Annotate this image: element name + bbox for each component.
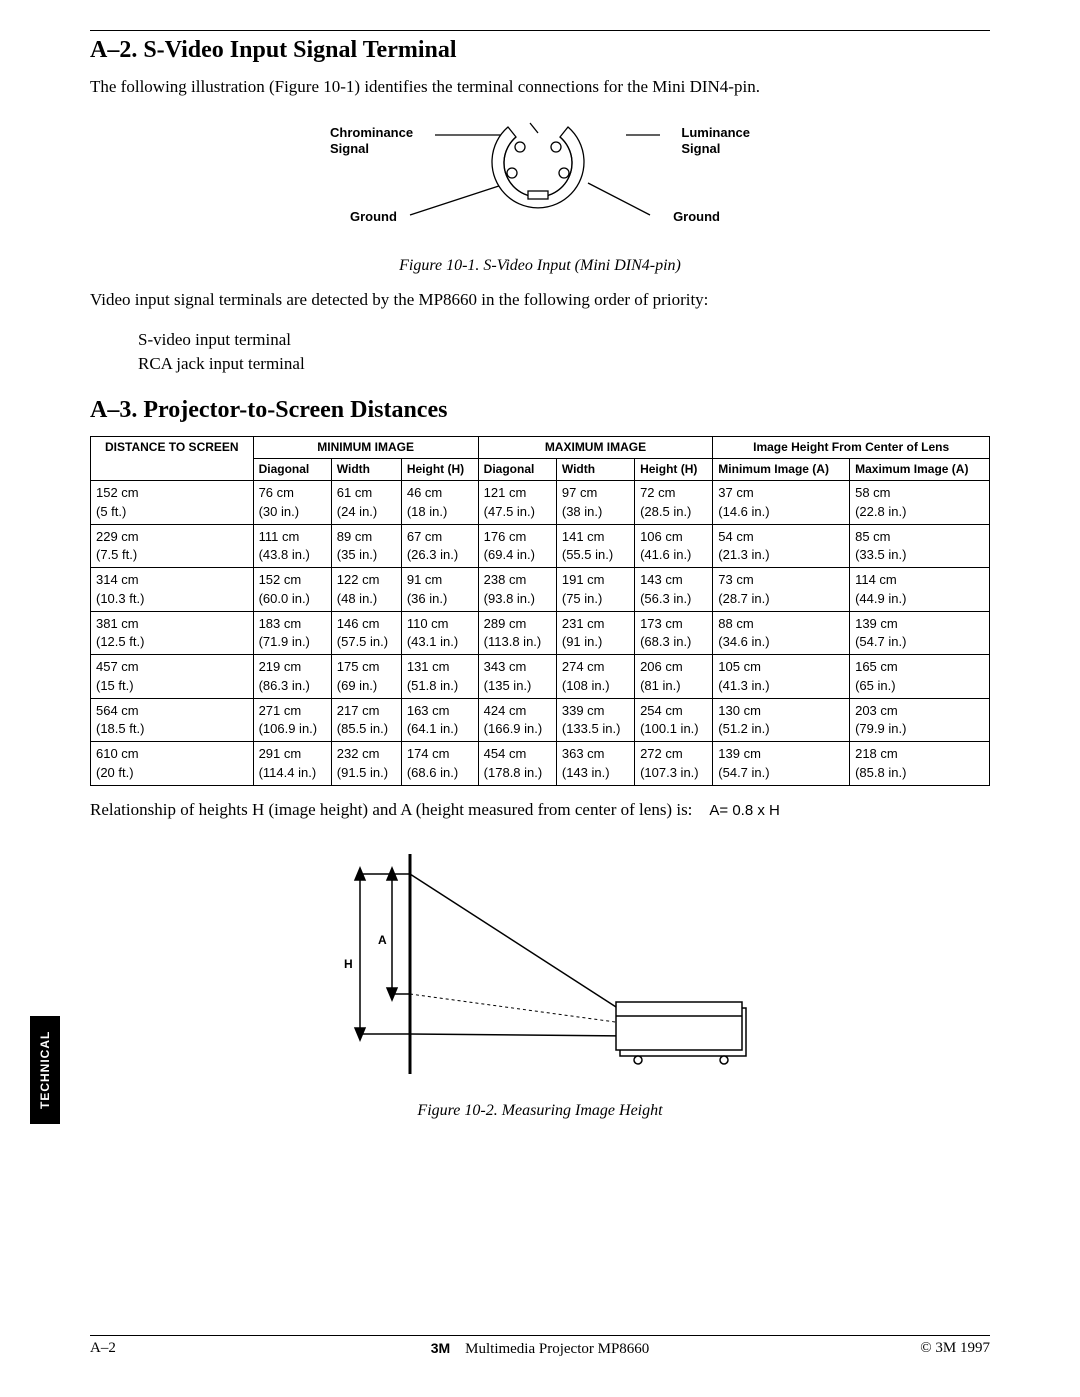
th-max-image: MAXIMUM IMAGE <box>478 437 713 459</box>
cell-value: 139 cm(54.7 in.) <box>850 611 990 655</box>
a2-intro: The following illustration (Figure 10-1)… <box>90 76 990 99</box>
cell-distance: 229 cm(7.5 ft.) <box>91 524 254 568</box>
th-distance: DISTANCE TO SCREEN <box>91 437 254 481</box>
cell-value: 291 cm(114.4 in.) <box>253 742 331 786</box>
cell-value: 46 cm(18 in.) <box>401 481 478 525</box>
cell-value: 218 cm(85.8 in.) <box>850 742 990 786</box>
cell-value: 272 cm(107.3 in.) <box>635 742 713 786</box>
cell-value: 238 cm(93.8 in.) <box>478 568 556 612</box>
figure-10-2-caption: Figure 10-2. Measuring Image Height <box>90 1102 990 1120</box>
priority-intro: Video input signal terminals are detecte… <box>90 289 990 312</box>
cell-value: 231 cm(91 in.) <box>556 611 634 655</box>
cell-value: 110 cm(43.1 in.) <box>401 611 478 655</box>
cell-value: 37 cm(14.6 in.) <box>713 481 850 525</box>
th-sub: Minimum Image (A) <box>713 459 850 481</box>
cell-value: 176 cm(69.4 in.) <box>478 524 556 568</box>
cell-value: 339 cm(133.5 in.) <box>556 698 634 742</box>
cell-value: 274 cm(108 in.) <box>556 655 634 699</box>
cell-value: 130 cm(51.2 in.) <box>713 698 850 742</box>
cell-value: 175 cm(69 in.) <box>331 655 401 699</box>
th-sub: Diagonal <box>478 459 556 481</box>
th-height-from-center: Image Height From Center of Lens <box>713 437 990 459</box>
cell-value: 139 cm(54.7 in.) <box>713 742 850 786</box>
cell-distance: 152 cm(5 ft.) <box>91 481 254 525</box>
cell-value: 232 cm(91.5 in.) <box>331 742 401 786</box>
cell-distance: 381 cm(12.5 ft.) <box>91 611 254 655</box>
cell-value: 206 cm(81 in.) <box>635 655 713 699</box>
cell-value: 173 cm(68.3 in.) <box>635 611 713 655</box>
cell-value: 111 cm(43.8 in.) <box>253 524 331 568</box>
label-A: A <box>378 933 387 947</box>
cell-distance: 314 cm(10.3 ft.) <box>91 568 254 612</box>
cell-value: 219 cm(86.3 in.) <box>253 655 331 699</box>
cell-value: 271 cm(106.9 in.) <box>253 698 331 742</box>
relationship-text: Relationship of heights H (image height)… <box>90 800 692 819</box>
cell-value: 106 cm(41.6 in.) <box>635 524 713 568</box>
th-sub: Height (H) <box>401 459 478 481</box>
cell-value: 97 cm(38 in.) <box>556 481 634 525</box>
cell-value: 146 cm(57.5 in.) <box>331 611 401 655</box>
cell-value: 89 cm(35 in.) <box>331 524 401 568</box>
cell-value: 105 cm(41.3 in.) <box>713 655 850 699</box>
cell-value: 67 cm(26.3 in.) <box>401 524 478 568</box>
cell-distance: 610 cm(20 ft.) <box>91 742 254 786</box>
cell-value: 61 cm(24 in.) <box>331 481 401 525</box>
cell-value: 165 cm(65 in.) <box>850 655 990 699</box>
cell-value: 363 cm(143 in.) <box>556 742 634 786</box>
page-footer: A–2 3M Multimedia Projector MP8660 © 3M … <box>90 1335 990 1357</box>
cell-value: 289 cm(113.8 in.) <box>478 611 556 655</box>
cell-value: 152 cm(60.0 in.) <box>253 568 331 612</box>
fig2-svg: A H <box>300 844 780 1094</box>
cell-value: 203 cm(79.9 in.) <box>850 698 990 742</box>
cell-value: 85 cm(33.5 in.) <box>850 524 990 568</box>
side-tab-technical: TECHNICAL <box>30 1016 60 1124</box>
cell-value: 76 cm(30 in.) <box>253 481 331 525</box>
cell-value: 73 cm(28.7 in.) <box>713 568 850 612</box>
figure-10-2: A H <box>90 844 990 1094</box>
cell-value: 121 cm(47.5 in.) <box>478 481 556 525</box>
cell-value: 72 cm(28.5 in.) <box>635 481 713 525</box>
cell-value: 254 cm(100.1 in.) <box>635 698 713 742</box>
footer-center: 3M Multimedia Projector MP8660 <box>90 1340 990 1358</box>
cell-distance: 564 cm(18.5 ft.) <box>91 698 254 742</box>
cell-value: 141 cm(55.5 in.) <box>556 524 634 568</box>
cell-value: 114 cm(44.9 in.) <box>850 568 990 612</box>
cell-value: 122 cm(48 in.) <box>331 568 401 612</box>
section-a2-title: A–2. S-Video Input Signal Terminal <box>90 37 990 64</box>
th-sub: Width <box>556 459 634 481</box>
cell-value: 131 cm(51.8 in.) <box>401 655 478 699</box>
cell-value: 91 cm(36 in.) <box>401 568 478 612</box>
th-min-image: MINIMUM IMAGE <box>253 437 478 459</box>
cell-value: 191 cm(75 in.) <box>556 568 634 612</box>
cell-value: 454 cm(178.8 in.) <box>478 742 556 786</box>
th-sub: Diagonal <box>253 459 331 481</box>
figure-10-1-caption: Figure 10-1. S-Video Input (Mini DIN4-pi… <box>90 257 990 275</box>
th-sub: Maximum Image (A) <box>850 459 990 481</box>
figure-10-1: Chrominance Signal Luminance Signal Grou… <box>90 115 990 245</box>
relationship-formula: A= 0.8 x H <box>709 802 779 819</box>
priority-item: S-video input terminal <box>138 328 990 352</box>
priority-item: RCA jack input terminal <box>138 352 990 376</box>
cell-value: 183 cm(71.9 in.) <box>253 611 331 655</box>
relationship-row: Relationship of heights H (image height)… <box>90 800 990 820</box>
cell-value: 58 cm(22.8 in.) <box>850 481 990 525</box>
cell-value: 163 cm(64.1 in.) <box>401 698 478 742</box>
cell-value: 88 cm(34.6 in.) <box>713 611 850 655</box>
section-a3-title: A–3. Projector-to-Screen Distances <box>90 397 990 424</box>
din4-diagram-svg <box>330 115 750 245</box>
cell-value: 143 cm(56.3 in.) <box>635 568 713 612</box>
th-sub: Width <box>331 459 401 481</box>
label-H: H <box>344 957 353 971</box>
cell-distance: 457 cm(15 ft.) <box>91 655 254 699</box>
priority-list: S-video input terminal RCA jack input te… <box>138 328 990 376</box>
cell-value: 174 cm(68.6 in.) <box>401 742 478 786</box>
cell-value: 217 cm(85.5 in.) <box>331 698 401 742</box>
cell-value: 54 cm(21.3 in.) <box>713 524 850 568</box>
cell-value: 343 cm(135 in.) <box>478 655 556 699</box>
th-sub: Height (H) <box>635 459 713 481</box>
cell-value: 424 cm(166.9 in.) <box>478 698 556 742</box>
distance-table: DISTANCE TO SCREEN MINIMUM IMAGE MAXIMUM… <box>90 436 990 786</box>
